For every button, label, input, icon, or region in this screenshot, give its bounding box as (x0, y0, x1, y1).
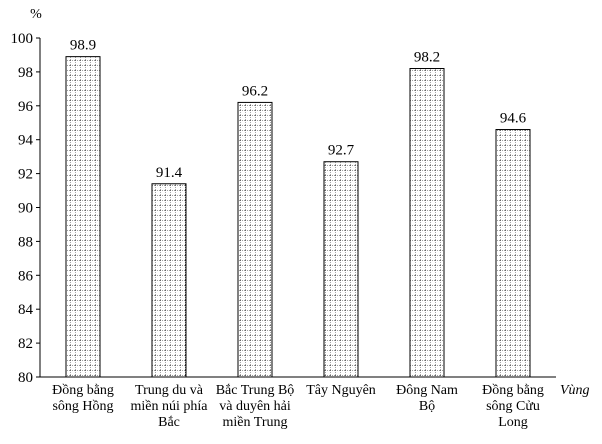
bar (495, 129, 531, 378)
x-category-label: Long (498, 415, 528, 430)
y-tick-label: 96 (18, 99, 34, 115)
bar-value-label: 91.4 (156, 165, 183, 181)
x-category-label: sông Cửu (486, 399, 540, 414)
bars: 98.9 91.4 96.2 92.7 98.2 94.6 (65, 38, 531, 378)
y-tick-label: 82 (18, 336, 33, 352)
x-category-label: và duyên hải (219, 399, 291, 414)
x-category-label: Đông Nam (396, 383, 458, 398)
x-axis-title: Vùng (560, 383, 590, 398)
y-tick-label: 92 (18, 167, 33, 183)
bar-value-label: 98.2 (414, 50, 440, 66)
y-tick-label: 80 (18, 370, 33, 386)
y-tick-label: 94 (18, 133, 34, 149)
x-category-label: Tây Nguyên (306, 383, 376, 398)
bar (151, 183, 187, 378)
bar (323, 161, 359, 378)
y-tick-label: 100 (11, 31, 34, 47)
y-tick-label: 88 (18, 234, 33, 250)
x-category-label: Trung du và (135, 383, 204, 398)
y-tick-label: 90 (18, 201, 33, 217)
y-axis-unit-label: % (30, 7, 42, 22)
y-axis: 80 82 84 86 88 90 92 94 96 98 100 (11, 31, 41, 386)
y-tick-label: 98 (18, 65, 33, 81)
bar-value-label: 94.6 (500, 111, 527, 127)
bar (65, 56, 101, 378)
x-category-label: miền Trung (223, 415, 288, 430)
x-category-label: Đồng bằng (52, 383, 114, 398)
bar-value-label: 92.7 (328, 143, 355, 159)
y-tick-label: 84 (18, 302, 34, 318)
x-category-label: Bắc (158, 415, 180, 430)
x-category-label: sông Hồng (52, 399, 113, 414)
x-category-label: Bộ (419, 399, 435, 414)
bar (237, 101, 273, 378)
x-category-label: Bắc Trung Bộ (216, 383, 295, 398)
y-tick-label: 86 (18, 268, 34, 284)
x-category-label: miền núi phía (131, 399, 209, 414)
bar-value-label: 96.2 (242, 83, 268, 99)
bar-value-label: 98.9 (70, 38, 96, 54)
bar (409, 68, 445, 378)
x-category-label: Đồng bằng (482, 383, 544, 398)
